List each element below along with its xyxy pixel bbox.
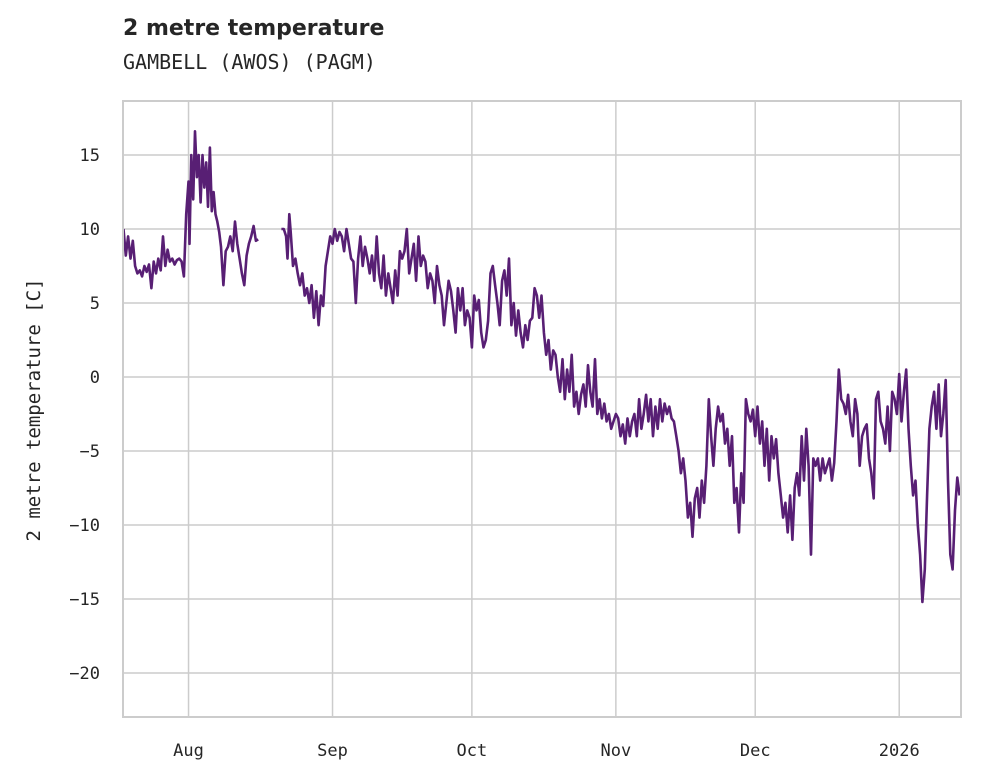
y-tick-label: 15	[80, 146, 100, 166]
y-axis-label: 2 metre temperature [C]	[23, 278, 45, 541]
series-line	[281, 212, 961, 604]
y-tick-label: −15	[69, 590, 100, 610]
x-tick-label: Oct	[457, 741, 488, 761]
x-tick-label: 2026	[879, 741, 920, 761]
plot-frame	[122, 100, 962, 718]
x-tick-label: Nov	[601, 741, 632, 761]
y-axis-ticks: 15 10 5 0 −5 −10 −15 −20	[69, 146, 100, 684]
y-tick-label: 10	[80, 220, 100, 240]
y-tick-label: 5	[90, 294, 100, 314]
y-tick-label: 0	[90, 368, 100, 388]
x-tick-label: Aug	[173, 741, 204, 761]
grid-lines	[123, 101, 961, 717]
chart-subtitle: GAMBELL (AWOS) (PAGM)	[123, 50, 376, 74]
x-tick-label: Dec	[740, 741, 771, 761]
series-line	[122, 130, 259, 290]
y-tick-label: −20	[69, 664, 100, 684]
y-tick-label: −10	[69, 516, 100, 536]
y-tick-label: −5	[80, 442, 100, 462]
temperature-series	[122, 130, 961, 604]
chart-title: 2 metre temperature	[123, 16, 385, 41]
x-tick-label: Sep	[317, 741, 348, 761]
x-axis-ticks: Aug Sep Oct Nov Dec 2026	[173, 741, 920, 761]
